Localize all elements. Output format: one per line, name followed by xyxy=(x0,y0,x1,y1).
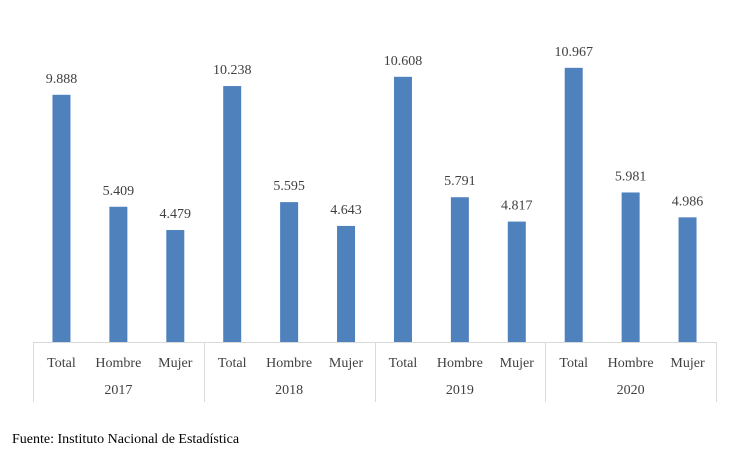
data-label: 9.888 xyxy=(46,72,78,87)
bar xyxy=(223,86,242,342)
data-label: 10.967 xyxy=(554,45,593,60)
data-label: 4.643 xyxy=(330,203,362,218)
bar xyxy=(52,94,71,342)
bar xyxy=(166,230,185,342)
bar xyxy=(109,206,128,342)
bar xyxy=(337,225,356,342)
source-note: Fuente: Instituto Nacional de Estadístic… xyxy=(12,432,240,447)
category-tick-label: Hombre xyxy=(95,356,141,371)
bar xyxy=(450,197,469,342)
data-label: 4.817 xyxy=(501,199,533,214)
category-tick-label: Mujer xyxy=(158,356,193,371)
category-tick-label: Total xyxy=(47,356,76,371)
bar xyxy=(280,202,299,342)
data-label: 4.986 xyxy=(672,194,704,209)
bar-chart: 9.888 Total 5.409 Hombre 4.479 Mujer 2017 10.23… xyxy=(33,45,717,402)
data-label: 4.479 xyxy=(160,207,192,222)
category-tick-label: Mujer xyxy=(670,356,705,371)
category-tick-label: Mujer xyxy=(500,356,535,371)
year-tick-label: 2020 xyxy=(617,383,645,398)
year-tick-label: 2018 xyxy=(275,383,303,398)
category-tick-label: Hombre xyxy=(266,356,312,371)
bar xyxy=(393,76,412,343)
data-label: 10.608 xyxy=(384,54,423,69)
bar xyxy=(678,217,697,342)
category-tick-label: Total xyxy=(389,356,418,371)
category-tick-label: Total xyxy=(559,356,588,371)
data-label: 5.791 xyxy=(444,174,476,189)
data-label: 5.409 xyxy=(103,184,135,199)
category-tick-label: Hombre xyxy=(437,356,483,371)
data-label: 5.981 xyxy=(615,169,647,184)
year-tick-label: 2019 xyxy=(446,383,474,398)
bar xyxy=(621,192,640,342)
category-tick-label: Total xyxy=(218,356,247,371)
category-tick-label: Hombre xyxy=(608,356,654,371)
bar xyxy=(507,221,526,342)
year-tick-label: 2017 xyxy=(104,383,132,398)
data-label: 5.595 xyxy=(273,179,305,194)
bar xyxy=(564,67,583,342)
data-label: 10.238 xyxy=(213,63,252,78)
category-tick-label: Mujer xyxy=(329,356,364,371)
